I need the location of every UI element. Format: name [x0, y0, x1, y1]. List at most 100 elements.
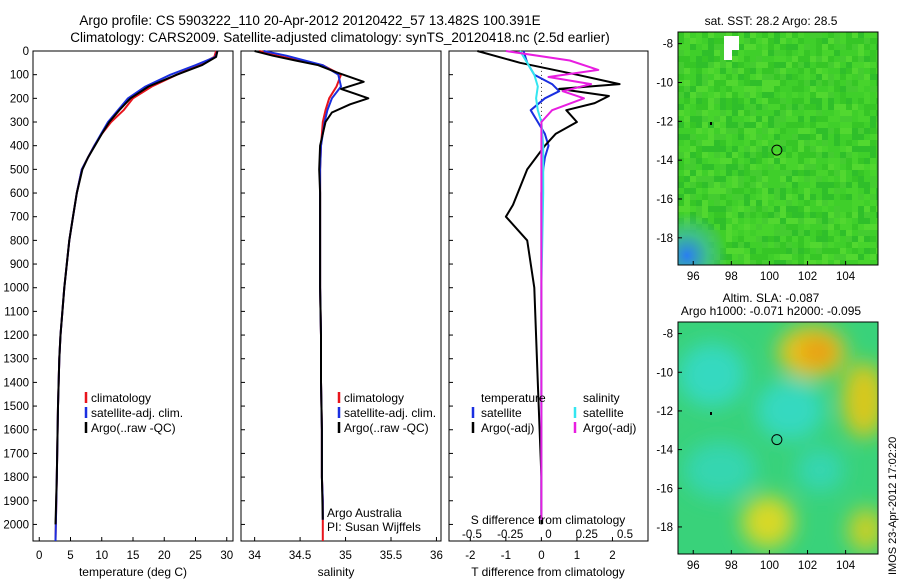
- s-difference-axis-label: S difference from climatology: [471, 513, 626, 527]
- figure-title-line2: Climatology: CARS2009. Satellite-adjuste…: [70, 30, 610, 45]
- legend-label-satellite: satellite-adj. clim.: [91, 406, 183, 420]
- sst-map-ticks: 96 98 100 102 104 -8 -10 -12 -14 -16 -18: [656, 39, 855, 283]
- lon-tick-label: 104: [836, 560, 856, 572]
- depth-tick-label: 900: [10, 259, 29, 271]
- salinity-series: [254, 50, 370, 541]
- lon-tick-label: 100: [760, 271, 779, 283]
- x-tick-label: 15: [127, 550, 140, 562]
- depth-tick-label: 700: [10, 212, 29, 224]
- x-tick-label: 5: [67, 550, 73, 562]
- x-tick-label: 20: [158, 550, 171, 562]
- imos-timestamp: IMOS 23-Apr-2012 17:02:20: [887, 437, 899, 575]
- x-tick-label: 0: [538, 550, 544, 562]
- lat-tick-label: -16: [656, 194, 673, 206]
- lon-tick-label: 104: [836, 271, 856, 283]
- series-line-argo-raw-qc-: [254, 50, 370, 520]
- temperature-axis-ticks: 0 5 10 15 20 25 30: [36, 537, 233, 562]
- x-tick-label: -2: [465, 550, 475, 562]
- temperature-axis-label: temperature (deg C): [79, 565, 187, 579]
- lat-tick-label: -12: [656, 406, 673, 418]
- lon-tick-label: 96: [687, 560, 700, 572]
- depth-tick-label: 200: [10, 93, 29, 105]
- s-diff-tick-label: 0.5: [617, 529, 633, 541]
- credit-line2: PI: Susan Wijffels: [327, 520, 421, 534]
- figure-title-line1: Argo profile: CS 5903222_110 20-Apr-2012…: [79, 13, 540, 28]
- s-diff-tick-label: 0.25: [576, 529, 598, 541]
- depth-tick-label: 300: [10, 117, 29, 129]
- t-difference-axis-label: T difference from climatology: [471, 565, 625, 579]
- lon-tick-label: 100: [760, 560, 779, 572]
- sla-map-ticks: 96 98 100 102 104 -8 -10 -12 -14 -16 -18: [656, 329, 855, 572]
- x-tick-label: 10: [95, 550, 108, 562]
- depth-tick-label: 1200: [3, 330, 29, 342]
- legend-title-temperature: temperature: [481, 391, 546, 405]
- legend-label-argo: Argo(..raw -QC): [344, 421, 429, 435]
- depth-tick-label: 2000: [3, 519, 29, 531]
- s-diff-tick-label: -0.25: [497, 529, 523, 541]
- sst-map-frame: [677, 31, 879, 266]
- depth-tick-label: 400: [10, 141, 29, 153]
- sst-map-title: sat. SST: 28.2 Argo: 28.5: [705, 14, 838, 28]
- x-tick-label: 34.5: [289, 550, 311, 562]
- lon-tick-label: 98: [725, 560, 738, 572]
- legend-label-temp-satellite: satellite: [481, 406, 522, 420]
- x-tick-label: 1: [574, 550, 580, 562]
- sst-map: 96 98 100 102 104 -8 -10 -12 -14 -16 -18: [656, 31, 879, 283]
- s-diff-tick-label: 0: [545, 529, 551, 541]
- salinity-axis-ticks: 34 34.5 35 35.5 36: [241, 50, 443, 562]
- sla-field: [678, 322, 878, 554]
- legend-label-climatology: climatology: [344, 391, 404, 405]
- depth-tick-label: 1700: [3, 448, 29, 460]
- depth-tick-label: 1000: [3, 283, 29, 295]
- lon-tick-label: 96: [687, 271, 700, 283]
- temperature-profile-panel: 0100200300400500600700800900100011001200…: [3, 46, 234, 579]
- lat-tick-label: -14: [656, 155, 673, 167]
- x-tick-label: 0: [36, 550, 42, 562]
- salinity-profile-panel: 34 34.5 35 35.5 36 salinity climatology sate…: [240, 50, 443, 579]
- lon-tick-label: 102: [798, 271, 817, 283]
- difference-series: [477, 50, 621, 525]
- x-tick-label: 30: [220, 550, 233, 562]
- legend-label-sal-argo: Argo(-adj): [583, 421, 636, 435]
- difference-legend: temperature satellite Argo(-adj) salinit…: [471, 391, 636, 435]
- x-tick-label: -1: [501, 550, 511, 562]
- legend-label-temp-argo: Argo(-adj): [481, 421, 534, 435]
- lat-tick-label: -10: [656, 77, 673, 89]
- lat-tick-label: -14: [656, 445, 673, 457]
- depth-tick-label: 1400: [3, 377, 29, 389]
- temperature-plot-frame: [32, 50, 234, 542]
- difference-axis-ticks: -2 -1 0 1 2 -0.5 -0.25 0 0.25 0.5: [449, 50, 633, 562]
- depth-tick-label: 500: [10, 164, 29, 176]
- lat-tick-label: -8: [663, 329, 673, 341]
- temperature-series: [54, 50, 219, 542]
- series-line-argo-raw-qc-: [54, 50, 219, 525]
- x-tick-label: 34: [248, 550, 261, 562]
- salinity-legend: climatology satellite-adj. clim. Argo(..…: [337, 391, 436, 435]
- sla-map-frame: [677, 321, 879, 555]
- x-tick-label: 35.5: [380, 550, 402, 562]
- depth-axis-ticks: 0 100 200 300 400 500 600 700 800 900 1000 1100 1200…: [3, 46, 37, 531]
- series-line-temperature-argo-adj-: [477, 50, 621, 525]
- legend-label-satellite: satellite-adj. clim.: [344, 406, 436, 420]
- s-diff-tick-label: -0.5: [462, 529, 482, 541]
- lat-tick-label: -10: [656, 367, 673, 379]
- lat-tick-label: -18: [656, 522, 673, 534]
- credit-line1: Argo Australia: [327, 506, 402, 520]
- temperature-legend: climatology satellite-adj. clim. Argo(..…: [84, 391, 183, 435]
- depth-tick-label: 800: [10, 235, 29, 247]
- difference-profile-panel: -2 -1 0 1 2 -0.5 -0.25 0 0.25 0.5 T difference fr…: [448, 50, 649, 579]
- lon-tick-label: 102: [798, 560, 817, 572]
- legend-title-salinity: salinity: [583, 391, 620, 405]
- x-tick-label: 36: [430, 550, 443, 562]
- lat-tick-label: -16: [656, 483, 673, 495]
- depth-tick-label: 1300: [3, 354, 29, 366]
- salinity-plot-frame: [240, 50, 442, 542]
- depth-tick-label: 100: [10, 70, 29, 82]
- x-tick-label: 25: [189, 550, 202, 562]
- sla-map: 96 98 100 102 104 -8 -10 -12 -14 -16 -18: [656, 321, 879, 572]
- sla-map-title-line1: Altim. SLA: -0.087: [723, 291, 820, 305]
- island-dot: [710, 412, 712, 415]
- depth-tick-label: 1500: [3, 401, 29, 413]
- salinity-axis-label: salinity: [318, 565, 355, 579]
- depth-tick-label: 1800: [3, 472, 29, 484]
